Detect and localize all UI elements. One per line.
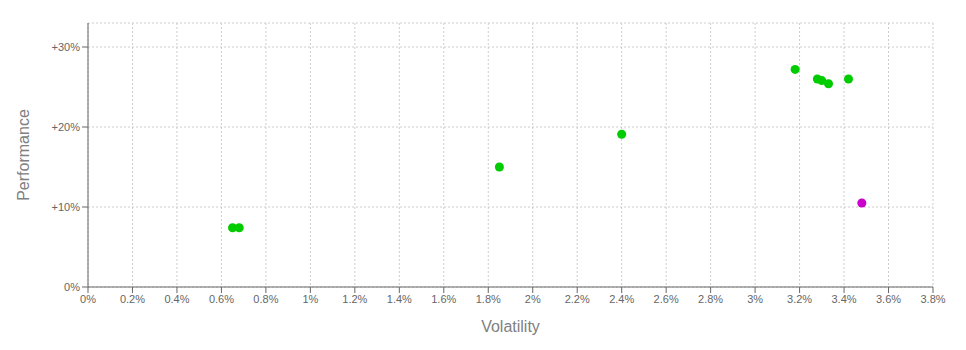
svg-text:+10%: +10%	[52, 201, 81, 213]
svg-text:+20%: +20%	[52, 121, 81, 133]
svg-text:0%: 0%	[64, 281, 80, 293]
svg-text:2.2%: 2.2%	[565, 293, 590, 305]
svg-text:1.8%: 1.8%	[476, 293, 501, 305]
svg-text:2.4%: 2.4%	[609, 293, 634, 305]
svg-text:3.4%: 3.4%	[832, 293, 857, 305]
svg-text:0.2%: 0.2%	[120, 293, 145, 305]
svg-text:3.8%: 3.8%	[920, 293, 945, 305]
svg-text:1.4%: 1.4%	[387, 293, 412, 305]
svg-text:0.4%: 0.4%	[164, 293, 189, 305]
svg-text:3%: 3%	[747, 293, 763, 305]
svg-text:1%: 1%	[302, 293, 318, 305]
svg-text:0%: 0%	[80, 293, 96, 305]
svg-text:0.6%: 0.6%	[209, 293, 234, 305]
svg-text:2.8%: 2.8%	[698, 293, 723, 305]
svg-text:+30%: +30%	[52, 41, 81, 53]
svg-text:Performance: Performance	[15, 109, 32, 201]
svg-text:1.2%: 1.2%	[342, 293, 367, 305]
svg-text:Volatility: Volatility	[481, 318, 540, 335]
svg-text:2%: 2%	[525, 293, 541, 305]
svg-text:3.2%: 3.2%	[787, 293, 812, 305]
svg-text:1.6%: 1.6%	[431, 293, 456, 305]
svg-text:2.6%: 2.6%	[654, 293, 679, 305]
svg-text:3.6%: 3.6%	[876, 293, 901, 305]
svg-text:0.8%: 0.8%	[253, 293, 278, 305]
